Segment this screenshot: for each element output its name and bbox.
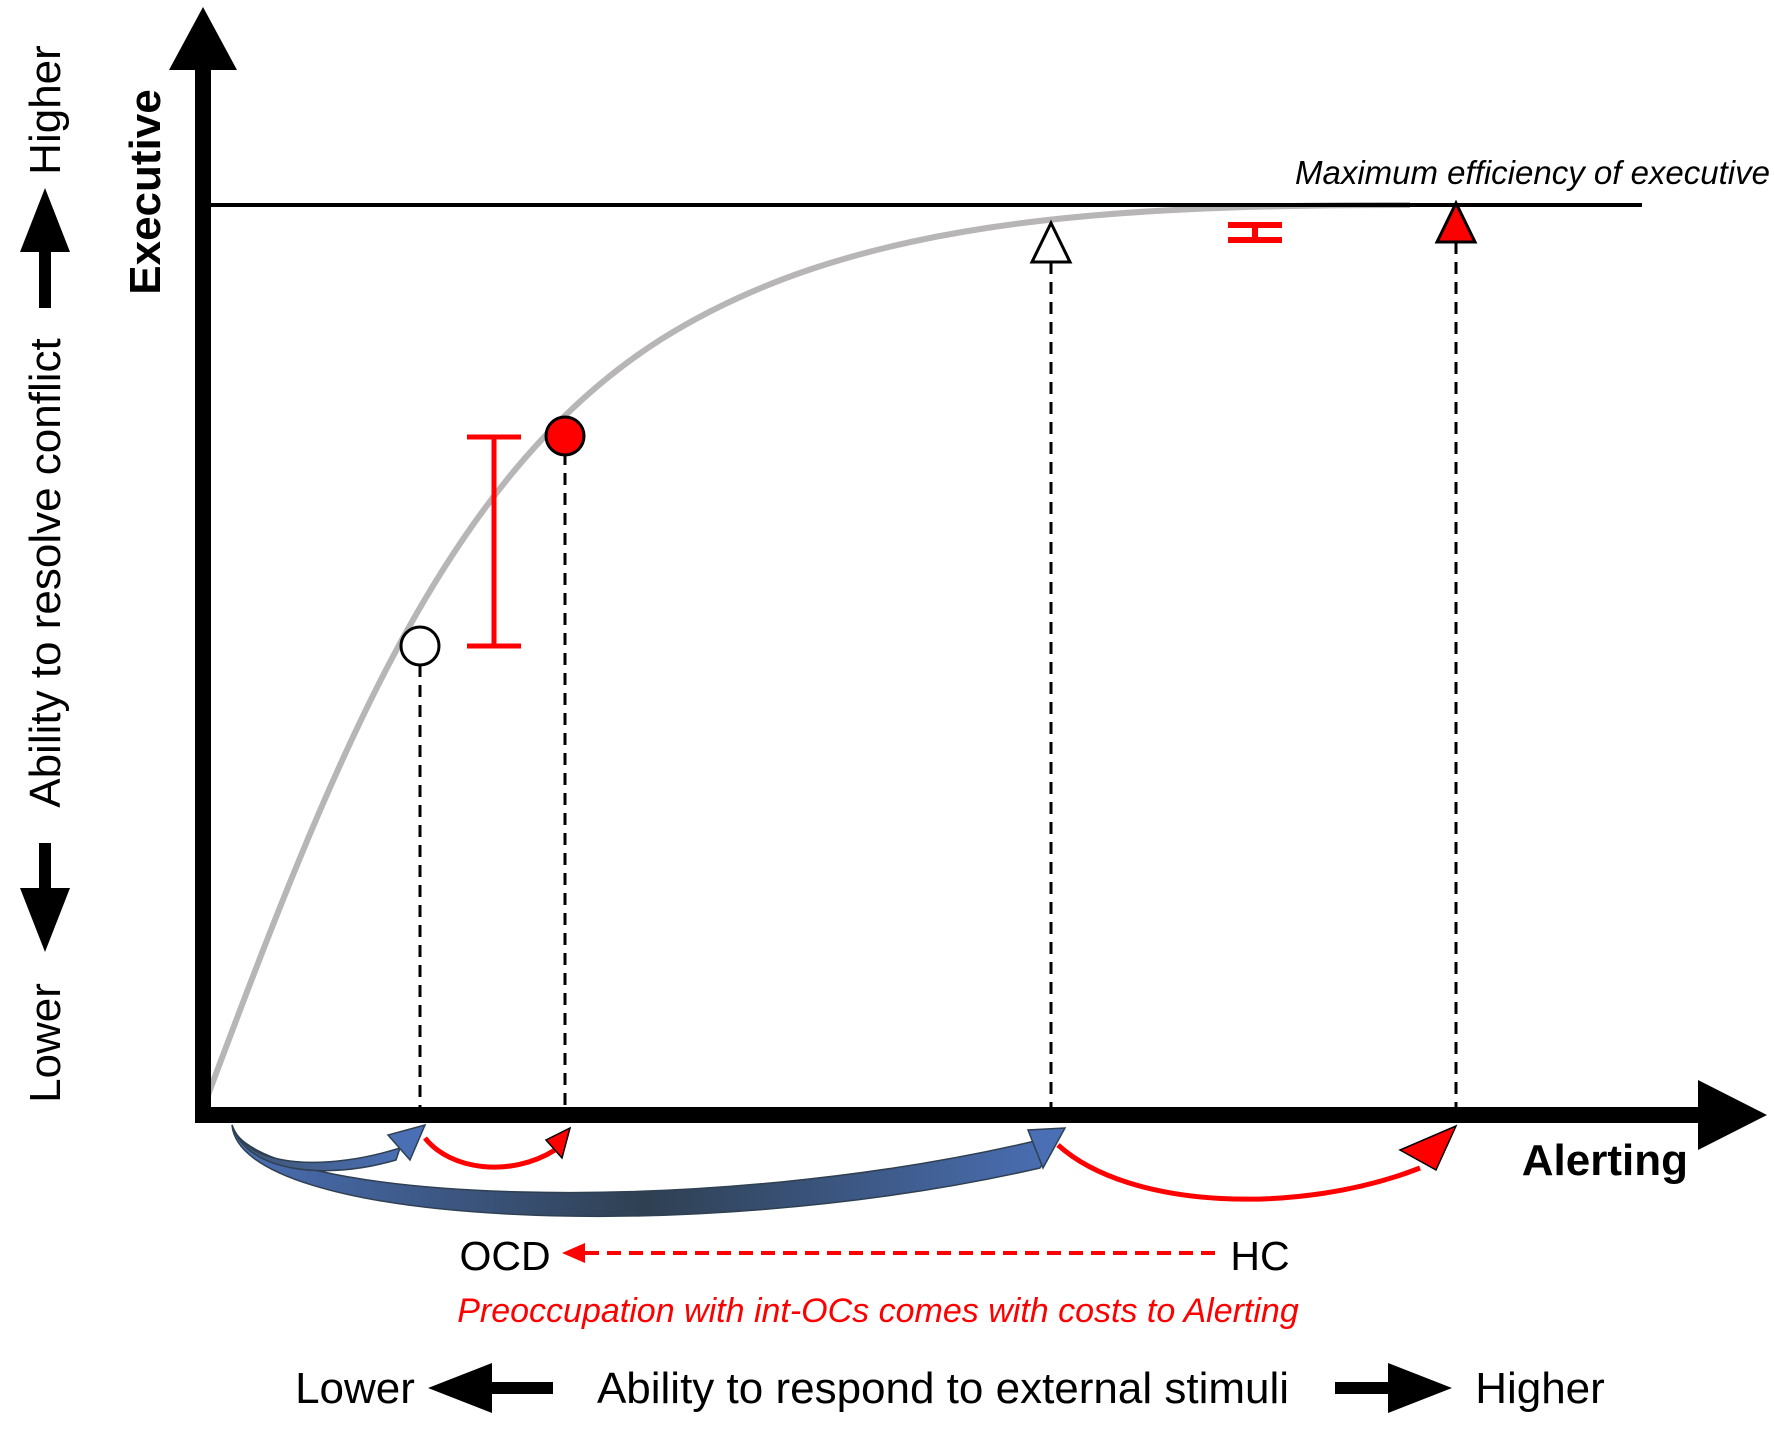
x-dim-low-label: Lower	[295, 1364, 415, 1413]
blue-arrow-large	[231, 1124, 1062, 1217]
marker-hc-executive	[544, 415, 586, 457]
x-dim-arrow-right-head	[1388, 1363, 1452, 1413]
marker-ocd-executive	[399, 625, 441, 667]
x-axis-title: Alerting	[1522, 1136, 1688, 1185]
red-arrow-small	[423, 1136, 557, 1170]
y-dim-text: Ability to resolve conflict	[21, 338, 70, 808]
x-dim-text: Ability to respond to external stimuli	[597, 1364, 1289, 1413]
red-arrow-large	[1056, 1143, 1421, 1202]
marker-ocd-alerting	[1029, 219, 1073, 264]
dashed-arrow-hc-to-ocd-head	[562, 1243, 585, 1263]
max-efficiency-label: Maximum efficiency of executive	[1295, 154, 1770, 191]
group-label-ocd: OCD	[459, 1233, 550, 1279]
x-axis-arrowhead	[1698, 1080, 1767, 1150]
y-dim-low-label: Lower	[21, 983, 70, 1103]
y-dim-arrow-up-head	[20, 188, 70, 252]
red-arrow-small-head	[544, 1126, 572, 1160]
blue-arrow-small	[231, 1124, 402, 1172]
cost-note: Preoccupation with int-OCs comes with co…	[457, 1292, 1299, 1330]
error-bar-alerting	[1228, 222, 1282, 243]
saturation-curve	[202, 202, 1411, 1105]
y-axis-title: Executive	[121, 89, 170, 294]
group-label-hc: HC	[1230, 1233, 1289, 1279]
y-dim-high-label: Higher	[21, 45, 70, 175]
x-dim-high-label: Higher	[1475, 1364, 1605, 1413]
blue-arrow-small-head	[386, 1123, 427, 1162]
y-axis-arrowhead	[169, 7, 237, 70]
error-bar-executive	[467, 434, 521, 649]
marker-hc-alerting	[1434, 199, 1478, 244]
red-arrow-large-head	[1398, 1124, 1458, 1172]
y-dim-arrow-down-head	[20, 888, 70, 952]
blue-arrow-large-head	[1026, 1127, 1067, 1170]
x-dim-arrow-left-head	[428, 1363, 492, 1413]
